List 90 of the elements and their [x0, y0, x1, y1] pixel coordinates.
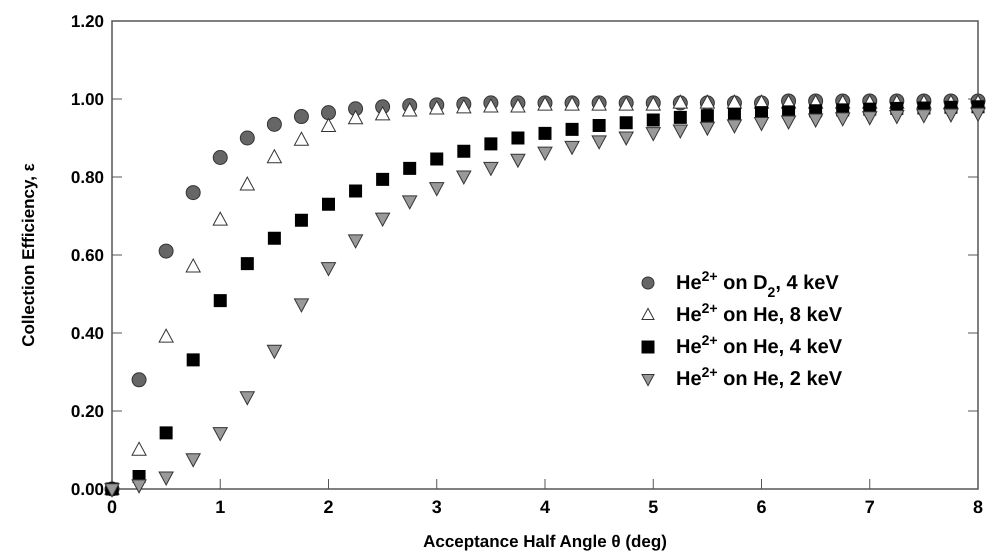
- point: [240, 130, 255, 146]
- point: [349, 184, 362, 198]
- point: [510, 154, 526, 168]
- point: [592, 135, 607, 150]
- y-tick-label: 1.00: [70, 90, 104, 109]
- x-tick-label: 1: [215, 497, 226, 517]
- point: [754, 117, 769, 131]
- point: [375, 106, 390, 120]
- point: [889, 110, 904, 124]
- point: [348, 110, 364, 124]
- point: [808, 114, 824, 128]
- point: [132, 479, 147, 494]
- y-tick-label: 0.20: [70, 402, 104, 421]
- point: [483, 162, 498, 176]
- point: [240, 257, 254, 270]
- y-tick-label: 0.00: [70, 480, 104, 499]
- y-tick-label: 0.40: [70, 324, 104, 343]
- point: [483, 98, 498, 113]
- legend-label: He$^{2+}$ on He, 8 keV: [676, 300, 843, 326]
- x-axis-title: Acceptance Half Angle θ (deg): [423, 532, 667, 551]
- point: [781, 115, 796, 130]
- point: [943, 108, 958, 122]
- point: [728, 108, 741, 121]
- point: [592, 119, 606, 132]
- x-tick-label: 2: [323, 497, 334, 517]
- x-tick-label: 6: [756, 497, 767, 517]
- point: [510, 98, 526, 113]
- point: [484, 137, 498, 150]
- point: [266, 344, 282, 359]
- point: [538, 126, 552, 140]
- point: [132, 372, 147, 388]
- point: [700, 122, 715, 136]
- point: [266, 116, 282, 132]
- point: [862, 111, 878, 126]
- point: [456, 170, 472, 184]
- x-tick-label: 3: [432, 497, 442, 517]
- point: [268, 232, 281, 245]
- point: [430, 152, 444, 166]
- y-tick-label: 0.80: [70, 168, 104, 187]
- point: [674, 110, 687, 124]
- point: [375, 212, 390, 227]
- point: [618, 131, 634, 146]
- point: [700, 109, 714, 122]
- point: [564, 140, 580, 155]
- point: [186, 453, 201, 468]
- point: [511, 132, 524, 144]
- point: [429, 100, 444, 114]
- point: [402, 102, 418, 116]
- legend-label: He$^{2+}$ on He, 4 keV: [676, 332, 843, 358]
- point: [620, 116, 633, 130]
- point: [348, 234, 364, 248]
- point: [403, 162, 416, 175]
- x-tick-label: 0: [106, 497, 118, 517]
- point: [538, 146, 552, 161]
- point: [321, 262, 336, 276]
- x-tick-label: 8: [972, 497, 984, 517]
- point: [835, 112, 850, 126]
- point: [214, 294, 227, 308]
- x-tick-label: 4: [540, 497, 550, 517]
- y-tick-label: 0.60: [70, 246, 104, 265]
- point: [321, 105, 336, 120]
- point: [376, 172, 390, 186]
- point: [294, 109, 309, 124]
- point: [294, 298, 309, 312]
- point: [186, 185, 201, 200]
- point: [646, 114, 660, 127]
- point: [160, 426, 173, 440]
- y-tick-label: 1.20: [70, 12, 104, 31]
- legend-label: He$^{2+}$ on D$_{2}$, 4 keV: [676, 268, 840, 300]
- point: [322, 198, 335, 211]
- point: [158, 472, 174, 486]
- point: [429, 182, 444, 196]
- y-axis-title: Collection Efficiency, ε: [19, 163, 38, 347]
- x-tick-label: 5: [648, 497, 658, 517]
- point: [402, 195, 418, 210]
- point: [294, 214, 308, 227]
- point: [158, 244, 174, 259]
- point: [672, 124, 688, 138]
- legend-label: He$^{2+}$ on He, 2 keV: [676, 364, 843, 390]
- point: [212, 427, 228, 442]
- point: [186, 353, 200, 366]
- point: [566, 122, 579, 136]
- point: [726, 119, 742, 134]
- point: [212, 150, 228, 165]
- point: [457, 144, 470, 158]
- point: [916, 109, 932, 124]
- point: [970, 108, 986, 122]
- point: [240, 391, 255, 406]
- x-tick-label: 7: [864, 497, 875, 517]
- point: [646, 127, 661, 142]
